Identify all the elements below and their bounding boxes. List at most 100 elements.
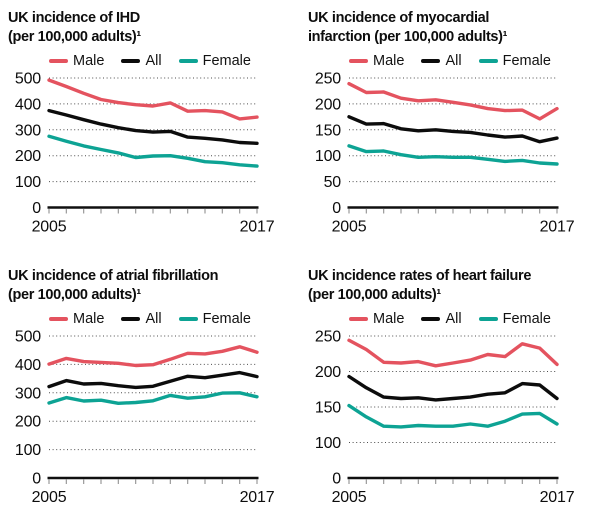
legend-label-female: Female: [502, 311, 551, 327]
y-axis-label: 150: [315, 400, 341, 417]
y-axis-label: 500: [15, 329, 41, 346]
chart-title: UK incidence of atrial fibrillation (per…: [8, 267, 300, 304]
legend-item-all: All: [121, 311, 162, 327]
y-axis-label: 300: [15, 385, 41, 402]
legend-label-all: All: [445, 53, 462, 69]
chart-title-line2: (per 100,000 adults)¹: [8, 28, 141, 45]
y-axis-label: 0: [32, 200, 41, 217]
x-axis-label: 2017: [540, 219, 575, 236]
y-axis-label: 100: [315, 148, 341, 165]
y-axis-label: 0: [32, 471, 41, 488]
chart-title: UK incidence of IHD (per 100,000 adults)…: [8, 9, 300, 46]
legend-item-all: All: [421, 311, 462, 327]
female-line-swatch: [178, 59, 198, 63]
y-axis-label: 50: [324, 174, 342, 191]
x-axis-label: 2005: [32, 489, 67, 506]
chart-cell-heart-failure: UK incidence rates of heart failure (per…: [300, 258, 600, 516]
legend-label-female: Female: [202, 53, 251, 69]
female-line-swatch: [478, 317, 498, 321]
male-line-swatch: [49, 317, 69, 321]
x-axis-label: 2017: [240, 489, 275, 506]
x-axis-label: 2005: [332, 219, 367, 236]
legend: Male All Female: [8, 311, 292, 327]
chart-cell-myocardial-infarction: UK incidence of myocardial infarction (p…: [300, 0, 600, 258]
y-axis-label: 300: [15, 122, 41, 139]
legend-label-male: Male: [73, 311, 105, 327]
all-line-swatch: [121, 317, 141, 321]
chart-title-line2: infarction (per 100,000 adults)¹: [308, 28, 508, 45]
chart-cell-ihd: UK incidence of IHD (per 100,000 adults)…: [0, 0, 300, 258]
legend-item-female: Female: [178, 53, 251, 69]
legend-item-all: All: [421, 53, 462, 69]
male-line-swatch: [49, 59, 69, 63]
line-chart-canvas-ihd: 500 400 300 200 100 0 2005 2017: [15, 71, 275, 236]
chart-title-line1: UK incidence of atrial fibrillation: [8, 268, 219, 284]
all-line-swatch: [421, 59, 441, 63]
x-axis-label: 2005: [32, 219, 67, 236]
x-axis-label: 2017: [540, 489, 575, 506]
male-line-swatch: [349, 317, 369, 321]
chart-title-line1: UK incidence rates of heart failure: [308, 268, 532, 284]
legend-label-female: Female: [502, 53, 551, 69]
legend-label-female: Female: [202, 311, 251, 327]
legend-item-male: Male: [349, 311, 404, 327]
legend-item-female: Female: [478, 311, 551, 327]
series-line-female: [47, 134, 259, 168]
legend-item-female: Female: [178, 311, 251, 327]
legend-label-all: All: [445, 311, 462, 327]
x-axis-label: 2017: [240, 219, 275, 236]
series-line-female: [347, 403, 559, 429]
series-line-all: [347, 115, 559, 144]
chart-title-line2: (per 100,000 adults)¹: [8, 286, 141, 303]
series-line-all: [347, 374, 559, 402]
chart-title-line2: (per 100,000 adults)¹: [308, 286, 441, 303]
legend-label-all: All: [145, 311, 162, 327]
chart-title-line1: UK incidence of IHD: [8, 10, 140, 26]
y-axis-label: 500: [15, 71, 41, 88]
legend-label-male: Male: [73, 53, 105, 69]
x-axis-label: 2005: [332, 489, 367, 506]
legend-item-male: Male: [349, 53, 404, 69]
legend-item-male: Male: [49, 311, 104, 327]
y-axis-label: 200: [15, 414, 41, 431]
series-line-male: [47, 78, 259, 121]
legend-item-male: Male: [49, 53, 104, 69]
legend: Male All Female: [308, 311, 592, 327]
series-line-female: [47, 391, 259, 406]
all-line-swatch: [421, 317, 441, 321]
y-axis-label: 400: [15, 357, 41, 374]
y-axis-label: 250: [315, 71, 341, 88]
y-axis-label: 250: [315, 329, 341, 346]
y-axis-label: 100: [15, 174, 41, 191]
line-chart-canvas-myocardial-infarction: 250 200 150 100 50 0 2005 2017: [315, 71, 575, 236]
series-line-male: [47, 345, 259, 368]
y-axis-label: 200: [315, 364, 341, 381]
series-line-female: [347, 144, 559, 166]
y-axis-label: 0: [332, 200, 341, 217]
series-line-male: [347, 338, 559, 368]
y-axis-label: 100: [315, 435, 341, 452]
y-axis-label: 0: [332, 471, 341, 488]
chart-title-line1: UK incidence of myocardial: [308, 10, 490, 26]
female-line-swatch: [178, 317, 198, 321]
series-line-all: [47, 108, 259, 146]
legend-item-all: All: [121, 53, 162, 69]
chart-cell-atrial-fibrillation: UK incidence of atrial fibrillation (per…: [0, 258, 300, 516]
y-axis-label: 200: [315, 96, 341, 113]
chart-title: UK incidence rates of heart failure (per…: [308, 267, 600, 304]
legend-label-all: All: [145, 53, 162, 69]
y-axis-label: 200: [15, 148, 41, 165]
female-line-swatch: [478, 59, 498, 63]
legend-item-female: Female: [478, 53, 551, 69]
series-line-all: [47, 370, 259, 390]
y-axis-label: 100: [15, 442, 41, 459]
legend: Male All Female: [308, 53, 592, 69]
y-axis-label: 400: [15, 96, 41, 113]
male-line-swatch: [349, 59, 369, 63]
legend: Male All Female: [8, 53, 292, 69]
chart-title: UK incidence of myocardial infarction (p…: [308, 9, 600, 46]
legend-label-male: Male: [373, 311, 405, 327]
